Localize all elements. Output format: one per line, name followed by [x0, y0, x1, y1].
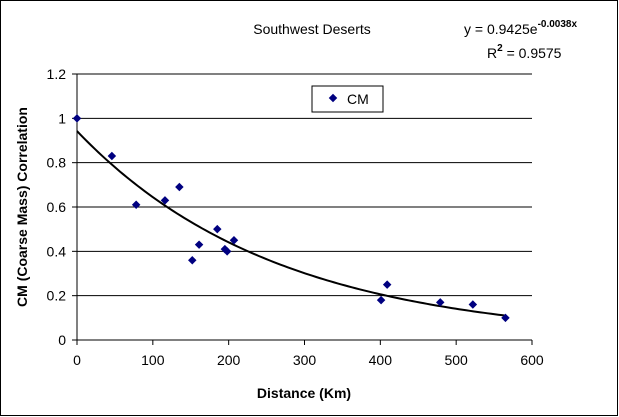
y-tick-label-4: 0.8 [47, 155, 67, 171]
trendline-r2-value: = 0.9575 [503, 45, 562, 61]
data-point-14 [468, 300, 478, 309]
trendline [76, 130, 506, 317]
data-point-12 [382, 280, 392, 289]
y-axis-label: CM (Coarse Mass) Correlation [14, 107, 30, 307]
y-tick-label-2: 0.4 [47, 243, 67, 259]
x-tick-label-0: 0 [73, 352, 81, 368]
trendline-r2-symbol: R [487, 45, 497, 61]
data-point-15 [501, 313, 510, 323]
tick-labels: 0 100 200 300 400 500 600 0 0.2 0.4 0.6 0.8 1 1.2 [47, 66, 544, 368]
x-tick-label-1: 100 [141, 352, 165, 368]
data-point-1 [107, 151, 117, 161]
data-point-7 [213, 224, 222, 234]
y-tick-label-3: 0.6 [47, 199, 67, 215]
trendline-equation-exponent: -0.0038x [538, 19, 578, 30]
legend: CM [311, 85, 384, 113]
x-tick-label-4: 400 [369, 352, 393, 368]
trendline-equation: y = 0.9425e-0.0038x [464, 19, 577, 37]
data-points [72, 114, 510, 323]
data-point-11 [376, 295, 386, 305]
trendline-r2: R2 = 0.9575 [487, 43, 562, 61]
trendline-equation-base: y = 0.9425e [464, 21, 538, 37]
x-tick-label-5: 500 [444, 352, 468, 368]
data-point-3 [160, 196, 170, 205]
trendline-curve [76, 130, 506, 317]
data-point-5 [188, 255, 197, 265]
data-point-0 [72, 114, 82, 123]
x-tick-label-3: 300 [293, 352, 317, 368]
data-point-2 [131, 200, 141, 210]
data-point-13 [435, 298, 445, 307]
legend-box [311, 85, 384, 113]
legend-marker [328, 93, 338, 103]
x-tick-label-2: 200 [217, 352, 241, 368]
data-point-6 [194, 240, 204, 249]
y-tick-label-5: 1 [58, 110, 66, 126]
y-tick-label-0: 0 [58, 332, 66, 348]
y-tick-label-6: 1.2 [47, 66, 67, 82]
trendline-r2-superscript: 2 [497, 43, 503, 54]
data-point-4 [175, 182, 184, 192]
gridlines [77, 73, 532, 297]
y-tick-label-1: 0.2 [47, 288, 67, 304]
x-tick-label-6: 600 [520, 352, 544, 368]
legend-label: CM [347, 91, 369, 107]
x-axis-label: Distance (Km) [257, 385, 351, 401]
chart-title: Southwest Deserts [253, 21, 371, 37]
data-point-9 [222, 247, 232, 256]
data-point-10 [229, 236, 239, 245]
